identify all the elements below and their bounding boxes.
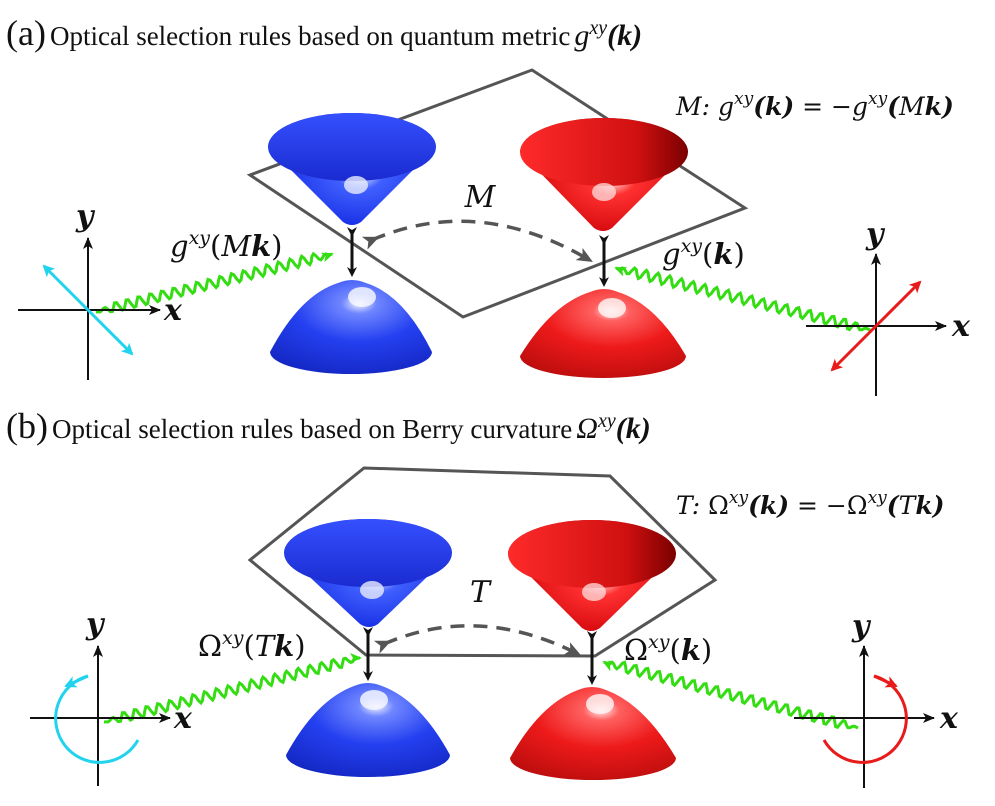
panel-b-title-math: Ωxy(k) (576, 410, 651, 445)
photon-right-a (614, 265, 871, 332)
operation-label-a: M (464, 180, 497, 215)
right-valley-b (508, 520, 676, 780)
polarization-arrowhead-right-b (873, 674, 898, 688)
upper-highlight-left-b (360, 581, 384, 599)
lower-cone-left-b (286, 683, 450, 777)
panel-a-letter: (a) (6, 13, 46, 53)
right-label-a: gxy(k) (662, 235, 745, 271)
x-axis-label-right-b: x (939, 701, 959, 736)
panel-b-title: (b) Optical selection rules based on Ber… (6, 405, 651, 447)
upper-cone-rim-right-a (520, 118, 688, 186)
left-label-b: Ωxy(Tk) (198, 627, 306, 663)
upper-cone-rim-left-b (284, 519, 452, 587)
lower-cone-right-b (510, 687, 676, 780)
symmetry-equation-b: T: Ωxy(k) = −Ωxy(Tk) (676, 488, 944, 520)
polarization-arrow-right-a-1 (874, 280, 922, 328)
panel-b: T T: Ωxy(k) = −Ωxy(Tk) Ωxy(Tk) Ωxy(k) x … (30, 466, 959, 788)
x-axis-label-left-b: x (173, 701, 193, 736)
photon-left-a (95, 251, 334, 314)
axes-left-b: x y (30, 607, 193, 786)
lower-highlight-right-a (598, 298, 626, 318)
panel-a-title: (a) Optical selection rules based on qua… (6, 12, 642, 54)
polarization-arrowhead-left-b (64, 674, 89, 688)
polarization-circle-left-b (54, 674, 140, 764)
symmetry-equation-a: M: gxy(k) = −gxy(Mk) (675, 89, 954, 121)
photon-right-b (602, 660, 859, 730)
brillouin-plane-a (246, 68, 749, 319)
y-axis-label-left-b: y (85, 607, 106, 642)
polarization-arrow-right-a-2 (830, 324, 878, 372)
y-axis-label-left-a: y (75, 199, 96, 234)
left-valley-b (284, 519, 452, 777)
panel-a-title-math: gxy(k) (574, 17, 643, 52)
y-axis-label-right-b: y (851, 609, 872, 644)
x-axis-label-left-a: x (163, 293, 183, 328)
lower-cone-left-a (270, 280, 432, 374)
polarization-circle-right-b (822, 674, 908, 764)
symmetry-arrow-b (373, 624, 582, 656)
photon-left-b (103, 653, 362, 724)
left-valley-a (268, 113, 436, 374)
panel-b-title-text: Optical selection rules based on Berry c… (51, 414, 573, 444)
lower-cone-right-a (520, 289, 686, 378)
upper-highlight-right-a (592, 183, 616, 201)
panel-a: M M: gxy(k) = −gxy(Mk) gxy(Mk) gxy(k) x … (18, 68, 971, 396)
axes-left-a: x y (18, 199, 183, 380)
polarization-arrow-left-a-1 (42, 264, 90, 312)
y-axis-label-right-a: y (865, 217, 886, 252)
upper-cone-rim-left-a (268, 113, 436, 181)
panel-b-letter: (b) (6, 406, 48, 446)
lower-highlight-left-b (360, 690, 388, 710)
right-label-b: Ωxy(k) (624, 631, 712, 667)
upper-highlight-right-b (582, 583, 606, 601)
lower-highlight-right-b (586, 694, 614, 714)
upper-cone-rim-right-b (508, 520, 676, 588)
x-axis-label-right-a: x (951, 309, 971, 344)
axes-right-a: x y (806, 217, 971, 396)
right-valley-a (520, 118, 688, 378)
lower-highlight-left-a (348, 287, 376, 307)
operation-label-b: T (470, 575, 492, 610)
upper-highlight-left-a (344, 176, 368, 194)
left-label-a: gxy(Mk) (170, 227, 282, 263)
panel-a-title-text: Optical selection rules based on quantum… (49, 21, 571, 51)
polarization-arrow-left-a-2 (86, 308, 134, 356)
axes-right-b: x y (794, 609, 959, 788)
symmetry-arrow-a (361, 219, 593, 262)
